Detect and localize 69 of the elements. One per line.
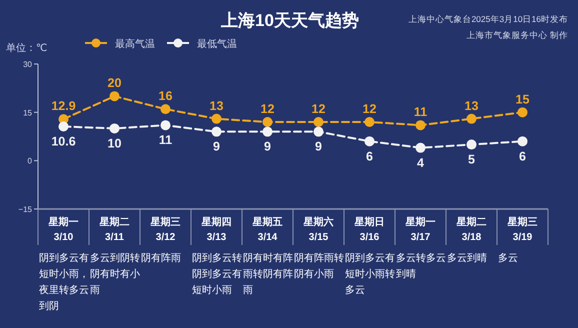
text: 上海市气象服务中心 制作 [466,30,568,40]
point [466,114,476,124]
point [262,117,272,127]
text: 阴到多云有短时小雨转多云 [345,252,395,296]
data-label: 9 [213,140,220,154]
text: 上海中心气象台2025年3月10日16时发布 [408,14,568,24]
point [212,114,222,124]
data-label: 11 [414,105,428,120]
x-tick-label: 星期四 3/13 [200,216,232,243]
data-label: 13 [210,98,224,113]
data-label: 12 [260,102,274,116]
data-label: 12 [362,102,376,116]
text: 阴到多云有短时小雨，夜里转多云到阴 [39,252,89,312]
x-tick-label: 星期六 3/15 [302,216,334,243]
x-tick-label: 星期一 3/17 [404,216,436,243]
point [110,123,120,134]
x-tick-label: 星期一 3/10 [48,216,78,243]
text: 阴有时有阵雨转阴有阵雨 [243,252,293,296]
point [466,140,476,150]
x-tick-label: 星期二 3/18 [456,216,486,243]
point [364,117,374,127]
y-tick-label: −15 [18,205,33,214]
x-tick-label: 星期三 3/19 [506,216,538,243]
data-label: 10.6 [51,134,76,149]
text: 多云转多云到晴 [396,252,446,280]
data-label: 9 [315,140,322,154]
x-tick-label: 星期五 3/14 [252,216,282,243]
data-label: 12 [312,102,326,116]
point [364,136,374,146]
data-label: 6 [519,149,526,164]
x-tick-label: 星期日 3/16 [354,216,384,243]
data-label: 6 [366,149,374,164]
x-tick-label: 星期二 3/11 [98,216,130,243]
data-label: 12.9 [51,99,76,114]
chart-title: 上海10天天气趋势 [220,11,359,30]
data-label: 10 [108,136,122,150]
text: 多云到晴 [447,252,487,264]
point [58,122,68,132]
point [160,120,170,130]
text: 阴有阵雨转阴有小雨 [294,252,344,280]
y-axis-title: 单位：℃ [6,42,48,54]
data-label: 4 [417,156,424,170]
text: 阴有阵雨 [141,252,181,264]
point [416,142,426,153]
point [314,126,324,137]
x-tick-label: 星期三 3/12 [150,216,180,243]
point [160,104,170,114]
point [518,136,528,146]
text: 阴到多云转阴到多云有短时小雨 [192,252,242,296]
point [416,120,426,130]
point [314,117,324,127]
text: 多云到阴转阴有时有小雨 [90,252,140,296]
point [262,126,272,137]
data-label: 16 [158,89,172,104]
y-tick-label: 15 [23,108,33,118]
data-label: 9 [264,140,272,154]
legend-label: 最低气温 [197,38,237,50]
data-label: 11 [158,133,172,148]
y-tick-label: 30 [23,60,33,69]
point [110,91,120,102]
legend-label: 最高气温 [115,38,155,50]
point [518,107,528,118]
text: 多云 [498,252,518,264]
data-label: 5 [468,152,476,167]
data-label: 13 [464,98,478,113]
point [212,126,222,137]
y-tick-label: 0 [28,156,33,166]
data-label: 20 [108,76,122,90]
data-label: 15 [516,92,530,106]
